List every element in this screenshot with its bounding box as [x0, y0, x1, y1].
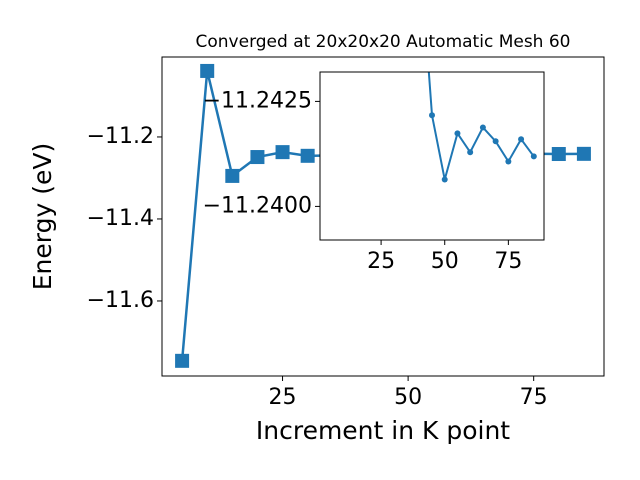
y-axis-label: Energy (eV) [28, 143, 57, 290]
point [200, 63, 215, 78]
point [225, 168, 240, 183]
x-axis-label: Increment in K point [256, 416, 510, 445]
point [551, 147, 566, 162]
x-tick-label: 50 [394, 385, 422, 410]
point [576, 146, 591, 161]
x-tick-label: 75 [494, 249, 522, 274]
inset-axes: 25 50 75 −11.2400 −11.2425 [203, 71, 545, 274]
point [441, 176, 448, 183]
point [275, 145, 290, 160]
point [467, 149, 474, 156]
plot-area [427, 72, 537, 183]
point [454, 130, 461, 137]
x-tick-label: 25 [367, 249, 395, 274]
axes-frame [161, 56, 605, 377]
point [175, 353, 190, 368]
main-axes: 25 50 75 −11.6 −11.4 −11.2 Converged at 20x20x… [28, 32, 605, 445]
point [429, 112, 435, 119]
point [300, 148, 315, 163]
chart-title: Converged at 20x20x20 Automatic Mesh 60 [196, 32, 571, 52]
point [479, 124, 486, 131]
y-tick-label: −11.4 [87, 206, 154, 231]
x-tick-label: 50 [431, 249, 459, 274]
x-tick-label: 25 [269, 385, 297, 410]
inset-background [320, 72, 544, 240]
series-line [427, 72, 535, 180]
y-tick-label: −11.6 [87, 288, 154, 313]
point [518, 136, 525, 143]
point [505, 158, 512, 165]
point [250, 150, 265, 165]
y-tick-label: −11.2425 [203, 88, 312, 113]
x-tick-label: 75 [520, 385, 548, 410]
y-tick-label: −11.2 [87, 124, 154, 149]
axes-frame [319, 71, 545, 241]
point [530, 153, 537, 160]
y-tick-label: −11.2400 [203, 193, 312, 218]
point [492, 138, 499, 145]
